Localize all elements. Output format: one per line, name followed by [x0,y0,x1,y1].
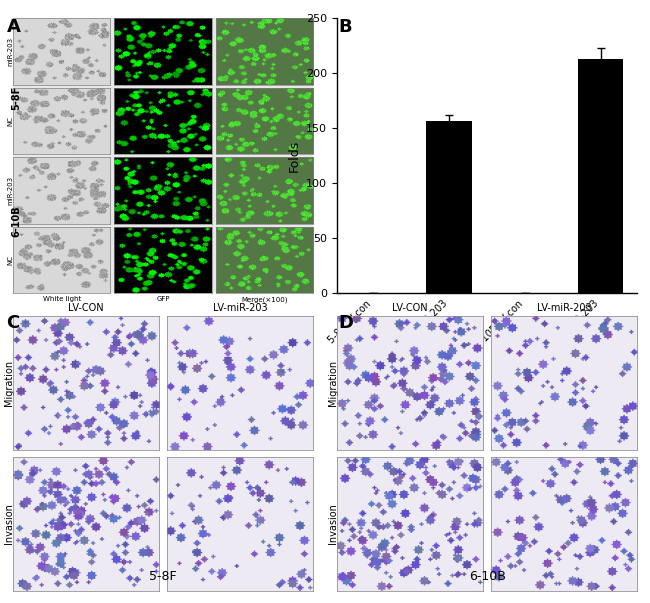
Y-axis label: Invasion: Invasion [4,504,14,544]
Y-axis label: Folds: Folds [287,140,300,172]
Text: D: D [338,314,353,332]
Text: C: C [6,314,20,332]
Text: 6-10B: 6-10B [469,570,506,583]
Y-axis label: Migration: Migration [328,359,338,406]
Title: LV-CON: LV-CON [68,303,104,314]
Y-axis label: Migration: Migration [4,359,14,406]
X-axis label: GFP: GFP [156,296,170,302]
Y-axis label: miR-203: miR-203 [7,176,13,205]
X-axis label: Merge(×100): Merge(×100) [241,296,287,303]
Bar [426,121,472,294]
Text: 6-10B: 6-10B [11,206,21,238]
Y-axis label: Invasion: Invasion [328,504,338,544]
Y-axis label: NC: NC [7,255,13,265]
Bar [578,59,623,294]
Text: 5-8F: 5-8F [11,86,21,110]
Title: LV-miR-203: LV-miR-203 [536,303,591,314]
X-axis label: White light: White light [43,296,81,302]
Title: LV-miR-203: LV-miR-203 [213,303,267,314]
Title: LV-CON: LV-CON [393,303,428,314]
Text: B: B [338,18,352,36]
Y-axis label: NC: NC [7,116,13,126]
Text: 5-8F: 5-8F [149,570,176,583]
Text: A: A [6,18,20,36]
Y-axis label: miR-203: miR-203 [7,37,13,66]
